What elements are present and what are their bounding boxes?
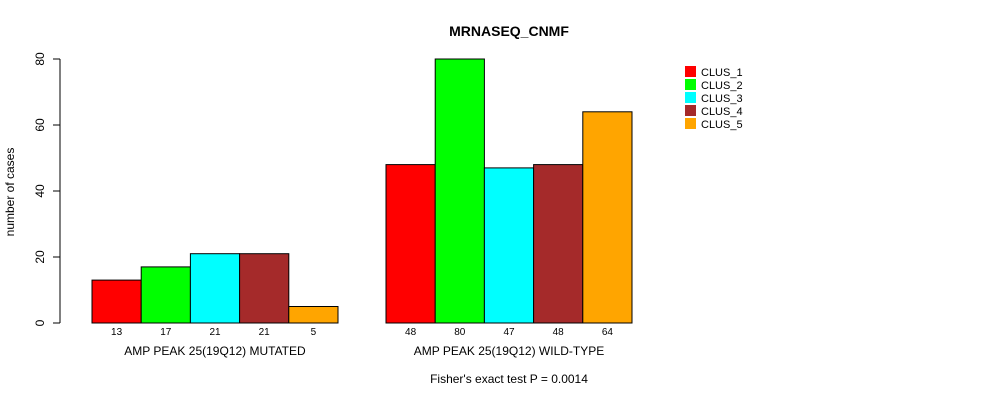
bar-count-label: 47 — [503, 327, 515, 338]
legend-label: CLUS_1 — [701, 67, 743, 79]
bar-count-label: 21 — [209, 327, 221, 338]
y-axis-label: number of cases — [3, 148, 17, 237]
bar-count-label: 21 — [259, 327, 271, 338]
bar-clus-3 — [483, 167, 535, 324]
y-tick-label: 80 — [33, 52, 47, 66]
y-axis-ticks: 0 20 40 60 80 — [33, 52, 60, 326]
bar-clus-2 — [140, 266, 191, 324]
group-label: AMP PEAK 25(19Q12) MUTATED — [124, 344, 306, 358]
bars: 13 17 21 21 5 AMP PEAK 25(19Q12) MUTATED 48 80 4… — [91, 58, 633, 358]
bar-count-label: 5 — [311, 327, 317, 338]
legend-label: CLUS_5 — [701, 119, 743, 131]
bar-clus-4 — [239, 253, 290, 324]
legend-label: CLUS_3 — [701, 93, 743, 105]
bar-clus-1 — [385, 164, 436, 324]
bar-count-label: 64 — [602, 327, 614, 338]
bar-clus-1 — [91, 279, 142, 324]
bar-clus-4 — [533, 164, 584, 324]
y-tick-label: 0 — [33, 319, 47, 326]
legend-label: CLUS_4 — [701, 106, 743, 118]
chart-title: MRNASEQ_CNMF — [449, 23, 569, 39]
bar-clus-3 — [189, 253, 241, 324]
legend-swatch — [685, 92, 696, 103]
bar-count-label: 80 — [454, 327, 466, 338]
bar-clus-2 — [434, 58, 485, 324]
group-label: AMP PEAK 25(19Q12) WILD-TYPE — [414, 344, 605, 358]
bar-clus-5 — [288, 306, 339, 324]
y-tick-label: 20 — [33, 250, 47, 264]
bar-count-label: 17 — [160, 327, 172, 338]
y-tick-label: 60 — [33, 118, 47, 132]
bar-clus-5 — [582, 111, 633, 324]
legend-swatch — [685, 105, 696, 116]
bar-count-label: 13 — [111, 327, 123, 338]
fisher-test-annotation: Fisher's exact test P = 0.0014 — [430, 372, 588, 386]
bar-count-label: 48 — [405, 327, 417, 338]
legend-label: CLUS_2 — [701, 80, 743, 92]
y-tick-label: 40 — [33, 184, 47, 198]
legend-swatch — [685, 118, 696, 129]
legend-swatch — [685, 79, 696, 90]
legend-swatch — [685, 66, 696, 77]
bar-count-label: 48 — [553, 327, 565, 338]
